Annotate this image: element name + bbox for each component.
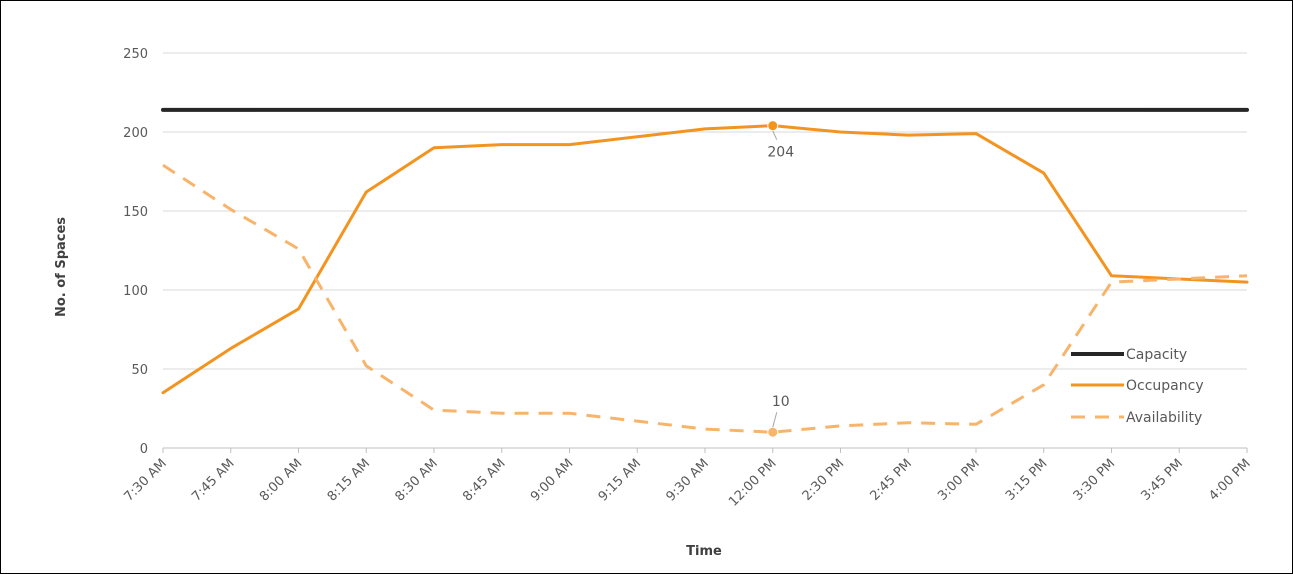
x-tick-label: 8:00 AM [257, 456, 305, 504]
series-lines [161, 107, 1249, 434]
x-tick-label: 7:30 AM [121, 456, 169, 504]
y-axis-ticks: 0 50 100 150 200 250 [123, 47, 148, 457]
y-tick-label: 150 [123, 205, 148, 220]
gridlines [163, 52, 1247, 449]
x-tick-label: 2:45 PM [867, 456, 915, 504]
legend-item-availability: Availability [1071, 410, 1202, 426]
y-tick-label: 100 [123, 284, 148, 299]
y-axis-title: No. of Spaces [54, 217, 69, 317]
x-tick-label: 3:15 PM [1003, 456, 1051, 504]
x-tick-label: 8:30 AM [392, 456, 440, 504]
y-tick-label: 250 [123, 47, 148, 62]
series-line-availability [162, 163, 1248, 434]
x-tick-label: 3:30 PM [1071, 456, 1119, 504]
legend-item-occupancy: Occupancy [1071, 378, 1204, 394]
x-tick-label: 8:45 AM [460, 456, 508, 504]
legend-label-availability: Availability [1126, 410, 1202, 426]
x-tick-label: 9:15 AM [596, 456, 644, 504]
annotations: 204 10 [767, 120, 794, 438]
annotation-label-availability: 10 [772, 394, 790, 410]
x-tick-label: 7:45 AM [189, 456, 237, 504]
y-tick-label: 0 [140, 442, 148, 457]
x-tick-label: 2:30 PM [800, 456, 848, 504]
legend: Capacity Occupancy Availability [1071, 347, 1204, 426]
y-tick-label: 200 [123, 126, 148, 141]
legend-label-capacity: Capacity [1126, 347, 1187, 363]
x-tick-label: 4:00 PM [1206, 456, 1254, 504]
annotation-marker-availability [767, 426, 779, 438]
annotation-marker-occupancy [767, 120, 779, 132]
x-axis-ticks: 7:30 AM 7:45 AM 8:00 AM 8:15 AM 8:30 AM 8:45 … [121, 448, 1254, 510]
annotation-leader-availability [772, 412, 778, 428]
legend-item-capacity: Capacity [1071, 347, 1187, 363]
x-tick-label: 12:00 PM [726, 456, 779, 509]
x-tick-label: 3:45 PM [1138, 456, 1186, 504]
series-line-occupancy [161, 124, 1249, 395]
x-axis-title: Time [686, 544, 722, 559]
annotation-label-occupancy: 204 [767, 145, 794, 161]
x-tick-label: 9:30 AM [663, 456, 711, 504]
x-tick-label: 3:00 PM [935, 456, 983, 504]
x-tick-label: 8:15 AM [325, 456, 373, 504]
x-tick-label: 9:00 AM [528, 456, 576, 504]
annotation-leader-occupancy [772, 130, 778, 140]
legend-label-occupancy: Occupancy [1126, 378, 1204, 394]
y-tick-label: 50 [131, 363, 148, 378]
